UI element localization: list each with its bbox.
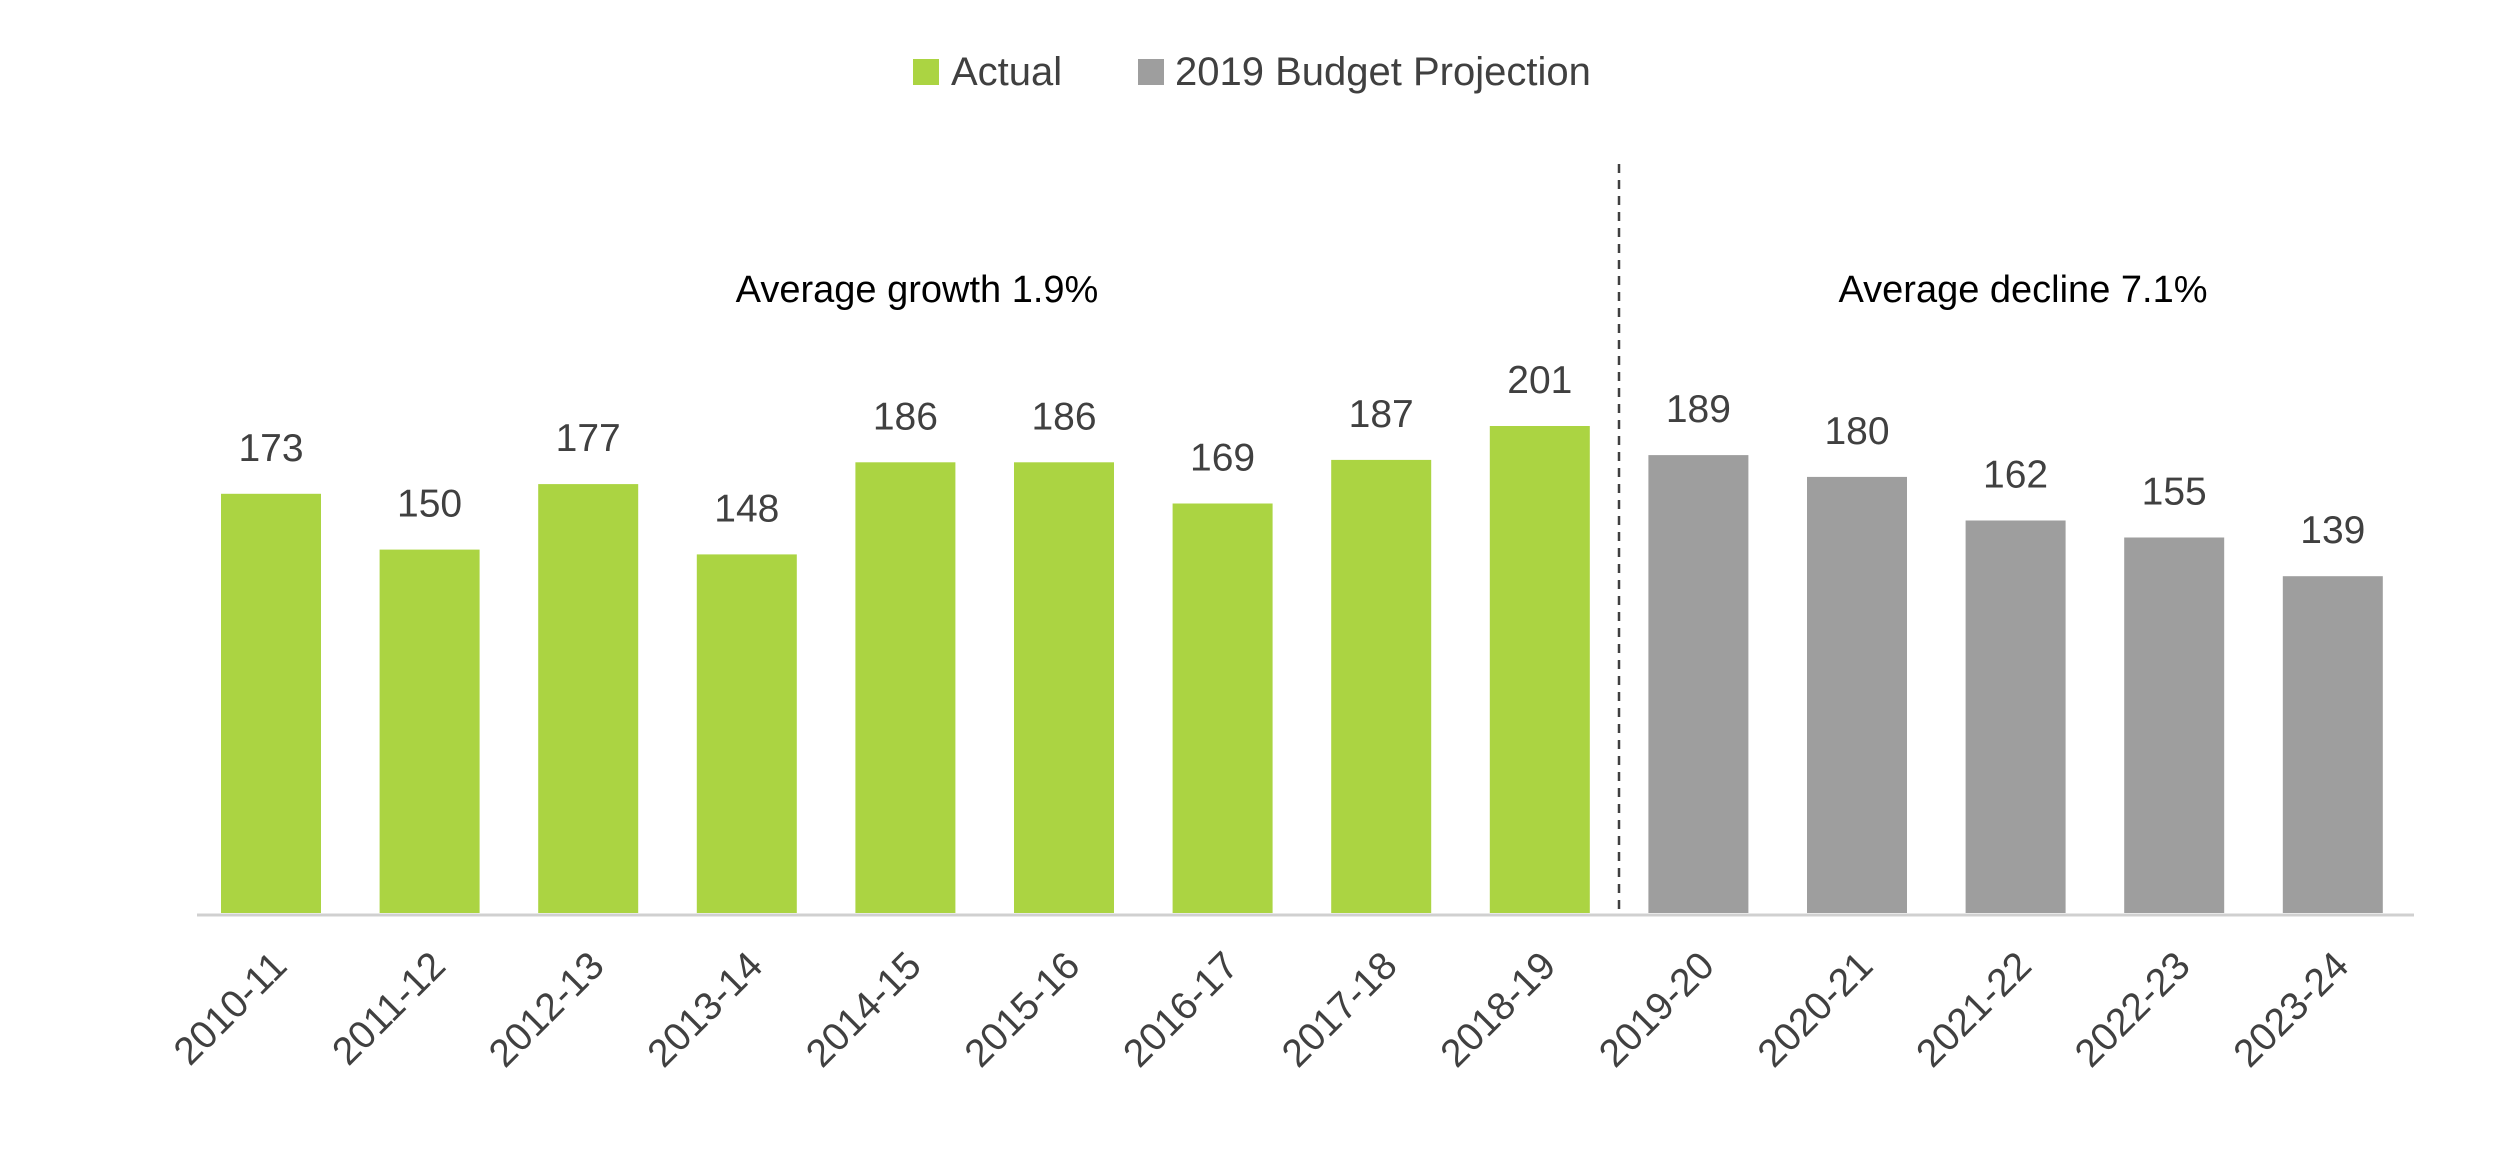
bar-actual-2016-17 <box>1172 503 1273 913</box>
data-label-2012-13: 177 <box>556 417 621 460</box>
bar-actual-2010-11 <box>221 493 321 913</box>
bar-2019-budget-projection-2019-20 <box>1648 455 1749 913</box>
bar-2019-budget-projection-2020-21 <box>1807 476 1907 913</box>
bar-actual-2011-12 <box>379 549 480 913</box>
bar-actual-2012-13 <box>538 484 639 913</box>
legend: Actual 2019 Budget Projection <box>913 50 1591 94</box>
x-tick-label-2013-14: 2013-14 <box>640 944 772 1076</box>
legend-swatch-actual <box>913 59 939 85</box>
data-label-2016-17: 169 <box>1190 437 1255 480</box>
x-axis-tick-labels: 2010-11 2011-12 2012-13 2013-14 2014-15 2015-… <box>166 944 2357 1076</box>
x-tick-label-2023-24: 2023-24 <box>2226 944 2358 1076</box>
x-tick-label-2021-22: 2021-22 <box>1908 944 2040 1076</box>
x-tick-label-2016-17: 2016-17 <box>1115 944 1247 1076</box>
data-label-2013-14: 148 <box>714 487 779 530</box>
x-tick-label-2018-19: 2018-19 <box>1433 944 1565 1076</box>
bar-actual-2018-19 <box>1489 426 1590 913</box>
data-label-2021-22: 162 <box>1983 454 2048 497</box>
data-label-2019-20: 189 <box>1666 388 1731 431</box>
legend-label-budget-projection: 2019 Budget Projection <box>1175 50 1591 94</box>
annotation-average-growth: Average growth 1.9% <box>736 269 1099 311</box>
legend-label-actual: Actual <box>951 50 1062 94</box>
bars <box>221 426 2383 913</box>
bar-actual-2013-14 <box>696 554 797 913</box>
data-label-2014-15: 186 <box>873 395 938 438</box>
x-tick-label-2010-11: 2010-11 <box>166 944 296 1074</box>
data-label-2022-23: 155 <box>2142 471 2207 514</box>
x-tick-label-2011-12: 2011-12 <box>324 944 454 1074</box>
bar-2019-budget-projection-2022-23 <box>2124 537 2225 913</box>
x-tick-label-2017-18: 2017-18 <box>1274 944 1406 1076</box>
value-labels: 173 150 177 148 186 186 169 187 201 189 180 162 155 1… <box>238 359 2365 552</box>
data-label-2011-12: 150 <box>397 483 462 526</box>
bar-2019-budget-projection-2021-22 <box>1965 520 2066 913</box>
data-label-2010-11: 173 <box>238 427 303 470</box>
x-tick-label-2014-15: 2014-15 <box>798 944 930 1076</box>
annotation-average-decline: Average decline 7.1% <box>1839 269 2208 311</box>
legend-swatch-budget-projection <box>1138 59 1164 85</box>
bar-actual-2014-15 <box>855 462 956 913</box>
x-tick-label-2019-20: 2019-20 <box>1591 944 1723 1076</box>
x-tick-label-2020-21: 2020-21 <box>1750 944 1882 1076</box>
x-tick-label-2015-16: 2015-16 <box>957 944 1089 1076</box>
data-label-2018-19: 201 <box>1507 359 1572 402</box>
bar-2019-budget-projection-2023-24 <box>2282 576 2383 913</box>
data-label-2023-24: 139 <box>2300 509 2365 552</box>
data-label-2017-18: 187 <box>1349 393 1414 436</box>
bar-actual-2017-18 <box>1331 459 1432 913</box>
bar-actual-2015-16 <box>1014 462 1114 913</box>
data-label-2020-21: 180 <box>1824 410 1889 453</box>
x-tick-label-2022-23: 2022-23 <box>2067 944 2199 1076</box>
x-tick-label-2012-13: 2012-13 <box>481 944 613 1076</box>
data-label-2015-16: 186 <box>1031 395 1096 438</box>
